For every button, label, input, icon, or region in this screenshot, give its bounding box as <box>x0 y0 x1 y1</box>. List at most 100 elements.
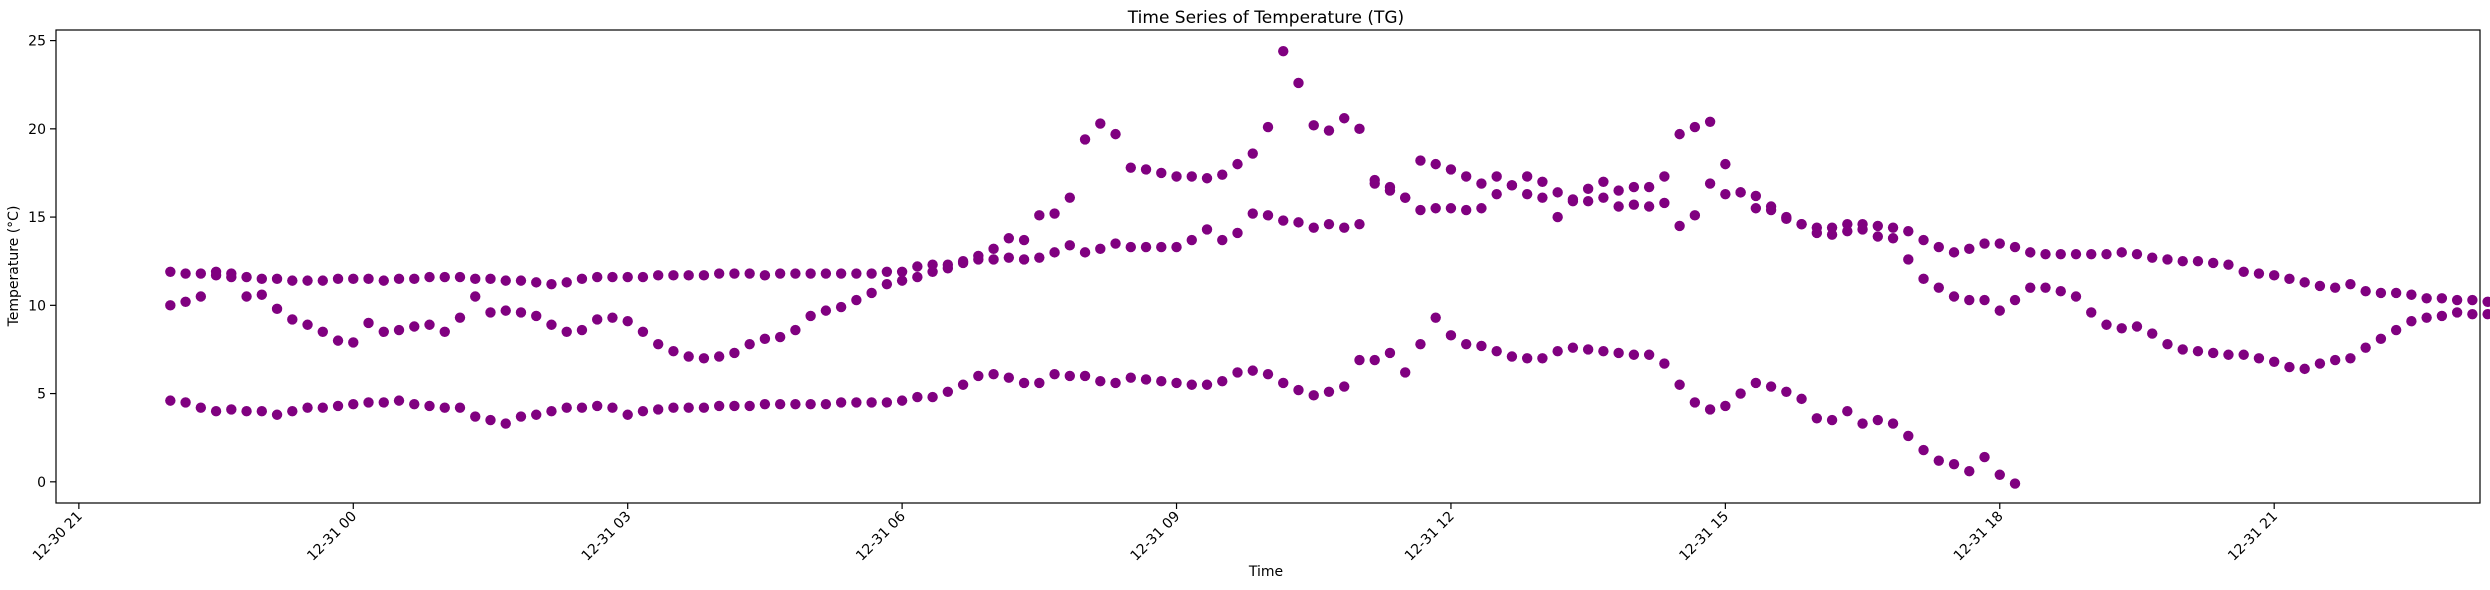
data-point <box>287 406 298 417</box>
data-point <box>1460 204 1472 216</box>
data-point <box>1308 390 1319 401</box>
data-point <box>2147 328 2158 339</box>
data-point <box>1720 188 1731 200</box>
data-point <box>2147 252 2158 263</box>
data-point <box>1491 188 1502 200</box>
data-point <box>1018 254 1030 265</box>
data-point <box>2482 296 2490 307</box>
data-point <box>1826 229 1838 240</box>
data-point <box>607 271 618 283</box>
data-point <box>698 402 710 413</box>
data-point <box>165 395 176 406</box>
data-point <box>1887 233 1899 244</box>
x-tick-label: 12-31 21 <box>2225 509 2281 565</box>
data-point <box>485 414 496 426</box>
data-point <box>1887 222 1899 233</box>
data-point <box>2101 248 2112 260</box>
data-point <box>2208 257 2219 269</box>
data-point <box>713 400 725 412</box>
data-point <box>2009 478 2021 489</box>
data-point <box>1323 386 1335 398</box>
data-point <box>1781 211 1792 223</box>
chart-title: Time Series of Temperature (TG) <box>1127 8 1404 28</box>
data-point <box>485 307 496 318</box>
data-point <box>2162 338 2173 350</box>
y-axis-label: Temperature (°C) <box>6 206 22 328</box>
data-point <box>546 319 557 330</box>
data-point <box>1018 234 1030 246</box>
data-points <box>165 45 2490 489</box>
data-point <box>1628 349 1640 360</box>
data-point <box>470 291 481 302</box>
data-point <box>1704 178 1716 189</box>
data-point <box>1643 349 1655 360</box>
data-point <box>820 398 832 410</box>
data-point <box>2421 312 2432 323</box>
data-point <box>2314 358 2326 369</box>
data-point <box>1125 372 1136 383</box>
data-point <box>851 268 862 279</box>
data-point <box>576 324 588 336</box>
data-point <box>973 250 984 262</box>
data-point <box>912 391 923 403</box>
data-point <box>378 275 389 286</box>
data-point <box>1323 218 1335 230</box>
data-point <box>1110 128 1121 140</box>
data-point <box>1689 210 1701 221</box>
data-point <box>1979 238 1990 249</box>
data-point <box>652 270 664 281</box>
data-point <box>896 395 908 406</box>
data-point <box>576 402 588 413</box>
data-point <box>531 310 542 322</box>
data-point <box>2131 248 2143 260</box>
data-point <box>393 395 405 406</box>
data-point <box>1933 455 1944 466</box>
data-point <box>1826 414 1838 426</box>
data-point <box>1552 346 1563 357</box>
data-point <box>1567 342 1579 353</box>
data-point <box>1430 158 1441 170</box>
data-point <box>1506 351 1518 362</box>
data-point <box>1278 215 1289 226</box>
data-point <box>2040 282 2051 293</box>
data-point <box>2025 247 2036 258</box>
data-point <box>1887 418 1899 429</box>
data-point <box>820 305 832 316</box>
data-point <box>424 271 435 283</box>
data-point <box>912 271 923 283</box>
data-point <box>1034 377 1045 389</box>
data-point <box>1125 241 1136 253</box>
data-point <box>683 270 694 281</box>
data-point <box>1842 226 1853 237</box>
data-point <box>1430 203 1441 214</box>
data-point <box>2192 256 2204 267</box>
x-axis-ticks: 12-30 21 12-31 00 12-31 03 12-31 06 12-31 09… <box>30 503 2281 564</box>
data-point <box>2253 353 2265 364</box>
data-point <box>1140 241 1152 253</box>
data-point <box>1232 227 1243 239</box>
data-point <box>713 351 725 362</box>
data-point <box>988 243 999 255</box>
data-point <box>485 273 496 285</box>
data-point <box>912 261 923 272</box>
data-point <box>1354 123 1365 135</box>
data-point <box>165 300 176 311</box>
data-point <box>2451 294 2463 306</box>
data-point <box>896 266 908 277</box>
data-point <box>439 402 450 413</box>
data-point <box>2086 248 2097 260</box>
data-point <box>561 326 572 338</box>
data-point <box>1796 393 1807 405</box>
data-point <box>805 310 816 322</box>
data-point <box>1079 247 1091 258</box>
data-point <box>820 268 832 279</box>
data-point <box>2375 333 2387 345</box>
data-point <box>2070 291 2082 302</box>
data-point <box>957 379 969 390</box>
data-point <box>454 312 466 323</box>
data-point <box>1125 162 1136 173</box>
data-point <box>759 398 771 410</box>
data-point <box>1415 204 1426 216</box>
x-tick-label: 12-30 21 <box>30 509 86 565</box>
